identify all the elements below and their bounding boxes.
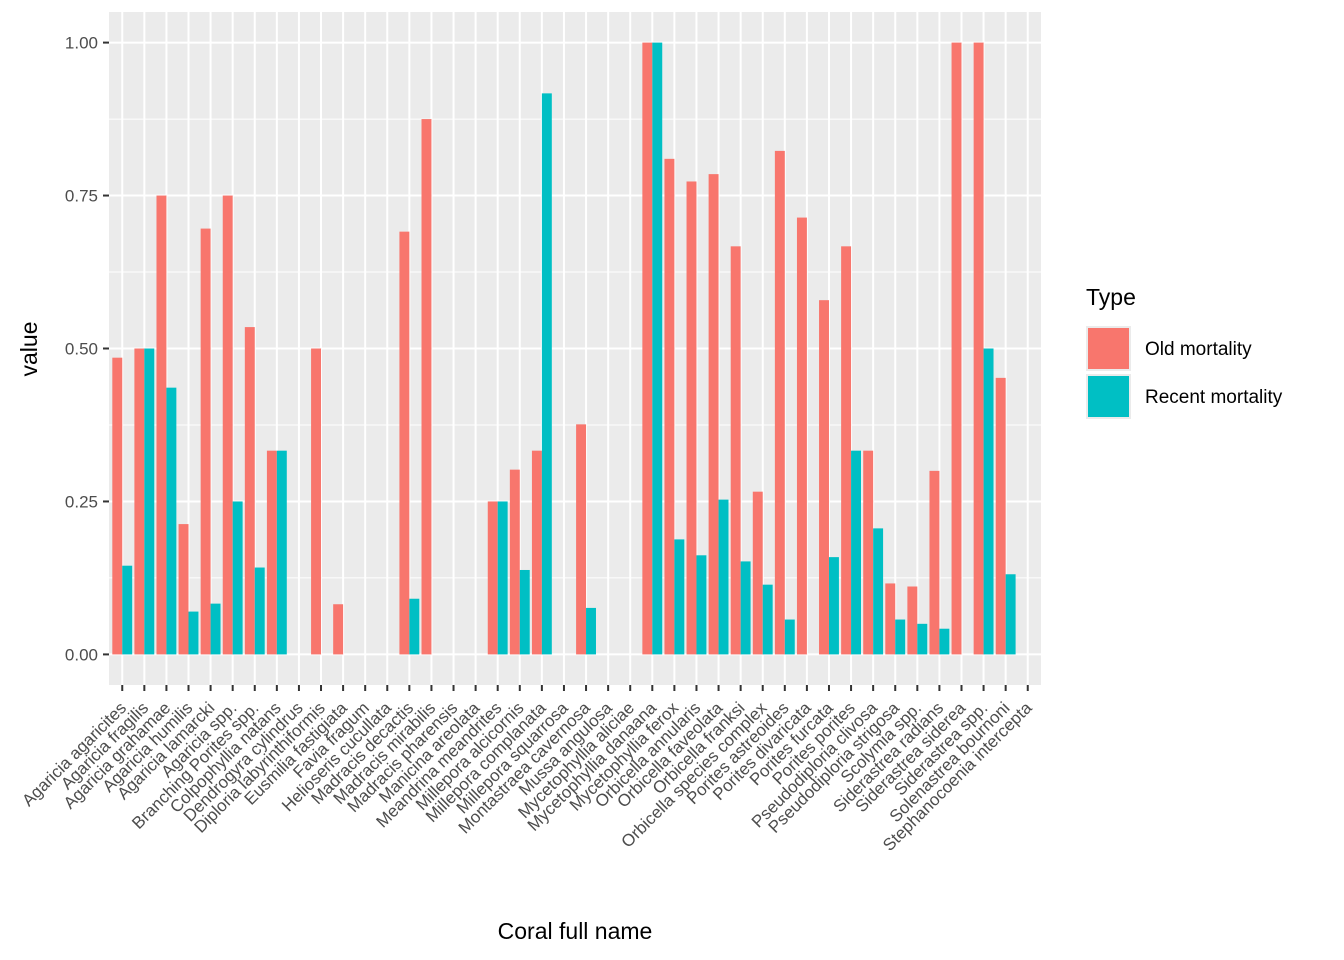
y-tick-label: 0.25 (65, 492, 98, 511)
bar-recent-mortality (122, 565, 133, 655)
bar-old-mortality (311, 348, 322, 655)
bar-old-mortality (995, 377, 1006, 655)
bar-recent-mortality (784, 619, 795, 655)
y-tick-label: 0.00 (65, 645, 98, 664)
bar-recent-mortality (586, 607, 596, 655)
bar-recent-mortality (674, 539, 685, 655)
bar-old-mortality (907, 586, 918, 655)
bar-recent-mortality (917, 623, 928, 655)
bar-recent-mortality (939, 628, 950, 655)
bar-recent-mortality (873, 528, 884, 655)
legend-label: Recent mortality (1145, 387, 1283, 408)
bar-old-mortality (576, 424, 587, 655)
legend-key-swatch (1088, 328, 1129, 369)
bar-old-mortality (134, 348, 145, 655)
bar-recent-mortality (762, 584, 773, 655)
bar-old-mortality (333, 604, 344, 655)
bar-old-mortality (244, 327, 255, 655)
bar-recent-mortality (895, 619, 906, 655)
bar-recent-mortality (188, 611, 199, 655)
bar-old-mortality (885, 583, 896, 655)
bar-old-mortality (266, 450, 277, 655)
bar-recent-mortality (696, 555, 707, 655)
bar-old-mortality (774, 150, 785, 655)
bar-recent-mortality (210, 603, 221, 655)
bar-old-mortality (200, 228, 211, 655)
bars (112, 42, 1016, 655)
bar-old-mortality (841, 246, 852, 655)
bar-recent-mortality (740, 561, 751, 655)
bar-old-mortality (156, 195, 167, 655)
bar-old-mortality (708, 174, 719, 655)
bar-recent-mortality (851, 450, 862, 655)
bar-old-mortality (973, 42, 984, 655)
bar-recent-mortality (1005, 574, 1016, 655)
bar-old-mortality (796, 217, 807, 655)
bar-old-mortality (509, 469, 520, 655)
y-axis: 0.00 0.25 0.50 0.75 1.00 (65, 34, 109, 664)
bar-old-mortality (178, 524, 189, 655)
bar-old-mortality (642, 42, 653, 655)
bar-recent-mortality (541, 93, 552, 655)
bar-recent-mortality (254, 567, 265, 655)
legend-title: Type (1086, 284, 1136, 310)
bar-old-mortality (664, 158, 675, 655)
bar-recent-mortality (497, 501, 508, 655)
bar-recent-mortality (166, 387, 177, 655)
legend-key-swatch (1088, 376, 1129, 417)
bar-recent-mortality (409, 598, 420, 655)
bar-recent-mortality (519, 569, 530, 655)
y-tick-label: 1.00 (65, 34, 98, 53)
bar-old-mortality (863, 450, 874, 655)
y-tick-label: 0.50 (65, 340, 98, 359)
bar-recent-mortality (144, 348, 155, 655)
legend-label: Old mortality (1145, 339, 1252, 360)
y-tick-label: 0.75 (65, 187, 98, 206)
bar-recent-mortality (276, 450, 287, 655)
legend: Type Old mortality Recent mortality (1086, 284, 1283, 419)
bar-old-mortality (951, 42, 962, 655)
bar-old-mortality (531, 450, 542, 655)
bar-old-mortality (819, 300, 829, 655)
bar-old-mortality (112, 357, 123, 655)
bar-old-mortality (222, 195, 233, 655)
bar-recent-mortality (718, 499, 729, 655)
bar-recent-mortality (983, 348, 994, 655)
x-axis-title: Coral full name (498, 918, 653, 944)
bar-old-mortality (421, 119, 432, 655)
bar-old-mortality (752, 491, 763, 655)
bar-old-mortality (399, 231, 410, 655)
bar-recent-mortality (232, 501, 243, 655)
bar-old-mortality (730, 246, 741, 655)
bar-old-mortality (487, 501, 498, 655)
bar-recent-mortality (828, 557, 839, 655)
bar-recent-mortality (652, 42, 663, 655)
bar-old-mortality (686, 181, 697, 655)
y-axis-title: value (16, 322, 42, 377)
bar-old-mortality (929, 470, 940, 655)
